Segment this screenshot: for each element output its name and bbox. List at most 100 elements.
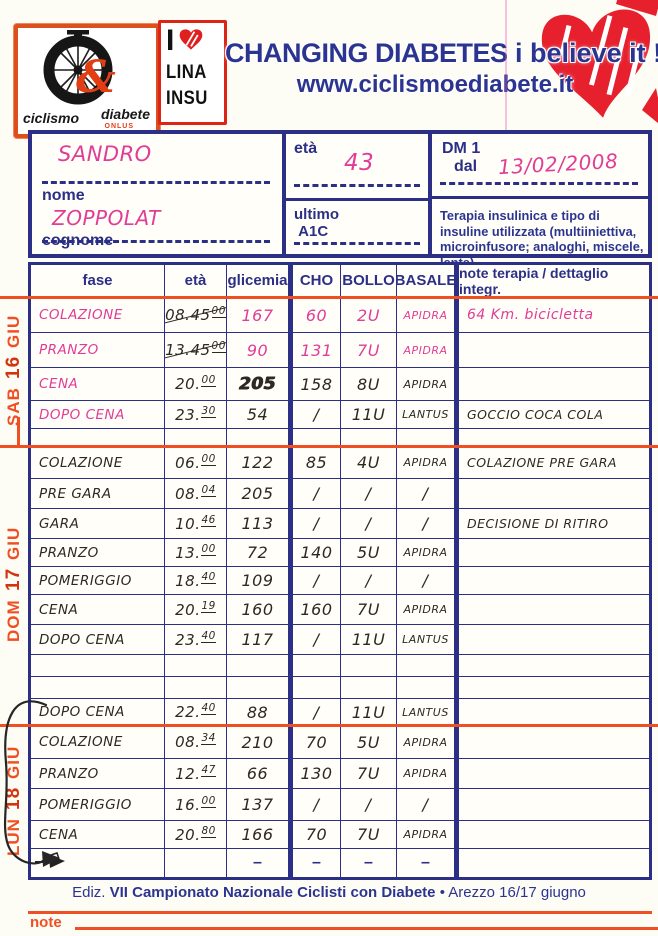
cell-basale: LANTUS (397, 401, 455, 428)
cell-ora: 20.80 (165, 821, 227, 848)
cell-bollo (341, 677, 397, 698)
day-name: SAB (4, 386, 23, 426)
cell-cho: / (289, 789, 341, 820)
cell-bollo: 7U (341, 821, 397, 848)
page-title: CHANGING DIABETES i believe it ! (225, 38, 658, 69)
eta-a1c-column: età 43 ultimo A1C (286, 134, 432, 254)
cell-bollo: – (341, 849, 397, 877)
cell-cho: / (289, 479, 341, 508)
nome-label: nome (42, 187, 85, 204)
edition-line: Ediz. VII Campionato Nazionale Ciclisti … (0, 884, 658, 901)
cell-fase: CENA (31, 368, 165, 400)
cell-fase: PRANZO (31, 539, 165, 566)
cell-bollo: 7U (341, 759, 397, 788)
brush-heart-icon (530, 0, 658, 146)
cell-cho: / (289, 567, 341, 594)
cell-bollo: 11U (341, 699, 397, 725)
eta-line (294, 184, 420, 187)
cell-fase (31, 677, 165, 698)
time-value: 23.40 (175, 629, 216, 649)
cell-ora: 18.40 (165, 567, 227, 594)
cell-glicemia (227, 655, 289, 676)
cell-basale: – (397, 849, 455, 877)
cell-glicemia: 109 (227, 567, 289, 594)
logo-ampersand: & (76, 52, 116, 103)
cell-fase: COLAZIONE (31, 298, 165, 332)
cell-cho: / (289, 699, 341, 725)
cell-ora: 23.40 (165, 625, 227, 654)
header-cho: CHO (289, 265, 341, 296)
cell-ora (165, 849, 227, 877)
form-divider-2 (432, 196, 648, 199)
note-label: note (30, 914, 62, 931)
cognome-line (42, 240, 270, 243)
table-row: COLAZIONE 06.00 122 85 4U APIDRA COLAZIO… (31, 447, 649, 479)
dal-label: dal (454, 158, 478, 175)
cell-glicemia: 160 (227, 595, 289, 624)
cell-ora: 08.4500 (165, 298, 227, 332)
cell-cho: / (289, 401, 341, 428)
cell-cho: 85 (289, 447, 341, 478)
header-bollo: BOLLO (341, 265, 397, 296)
small-heart-icon (177, 26, 205, 57)
cell-ora: 20.00 (165, 368, 227, 400)
table-row: POMERIGGIO 16.00 137 / / / (31, 789, 649, 821)
cell-ora: 10.46 (165, 509, 227, 538)
cell-bollo: 8U (341, 368, 397, 400)
cell-note (455, 655, 649, 676)
cell-fase: GARA (31, 509, 165, 538)
cell-ora: 08.04 (165, 479, 227, 508)
event-name: VII Campionato Nazionale Ciclisti con Di… (109, 884, 436, 901)
cell-note (455, 677, 649, 698)
cell-note (455, 333, 649, 367)
cell-fase: COLAZIONE (31, 726, 165, 758)
logo-word-insu: INSU (166, 87, 208, 109)
cell-bollo: / (341, 567, 397, 594)
cell-ora: 23.30 (165, 401, 227, 428)
time-value: 20.19 (175, 599, 216, 619)
time-value: 20.00 (175, 374, 216, 393)
cell-glicemia: 205 (227, 368, 289, 400)
cell-basale: APIDRA (397, 447, 455, 478)
bicycle-wheel-icon (26, 30, 146, 108)
cell-fase: COLAZIONE (31, 447, 165, 478)
cell-basale: APIDRA (397, 821, 455, 848)
dm-label: DM 1 (442, 140, 481, 157)
time-value: 20.80 (175, 824, 216, 844)
cell-ora (165, 429, 227, 446)
footer-orange-line-bottom (75, 927, 658, 930)
cell-bollo (341, 655, 397, 676)
cell-cho: 140 (289, 539, 341, 566)
table-row: CENA 20.19 160 160 7U APIDRA (31, 595, 649, 625)
cell-note (455, 699, 649, 725)
day-number: 16 (3, 356, 24, 380)
table-row: POMERIGGIO 18.40 109 / / / (31, 567, 649, 595)
title-i-believe-it: i believe it ! (507, 38, 658, 68)
table-row: GARA 10.46 113 / / / DECISIONE DI RITIRO (31, 509, 649, 539)
header-note: note terapia / dettaglio integr. (455, 265, 649, 296)
cell-fase: CENA (31, 595, 165, 624)
day-label-sab-16-giu: SAB 16 GIU (1, 298, 27, 443)
time-value: 18.40 (175, 570, 216, 590)
time-value: 10.46 (175, 513, 216, 533)
cell-cho (289, 677, 341, 698)
cell-note (455, 567, 649, 594)
cell-basale: / (397, 479, 455, 508)
ultimo-word: ultimo (294, 206, 339, 223)
time-value: 06.00 (175, 452, 216, 472)
cell-glicemia (227, 429, 289, 446)
cell-glicemia: 113 (227, 509, 289, 538)
eta-value: 43 (344, 150, 375, 176)
logo-wordmark: ciclismo diabete ONLUS (18, 106, 156, 130)
cell-bollo: 11U (341, 401, 397, 428)
a1c-line (294, 242, 420, 245)
cell-ora: 13.4500 (165, 333, 227, 367)
cell-ora: 06.00 (165, 447, 227, 478)
cell-bollo: 7U (341, 333, 397, 367)
time-value: 13.4500 (165, 340, 226, 359)
cell-fase: DOPO CENA (31, 625, 165, 654)
cell-cho: / (289, 509, 341, 538)
cell-note (455, 625, 649, 654)
cell-fase: POMERIGGIO (31, 789, 165, 820)
time-value: 08.4500 (165, 305, 226, 324)
